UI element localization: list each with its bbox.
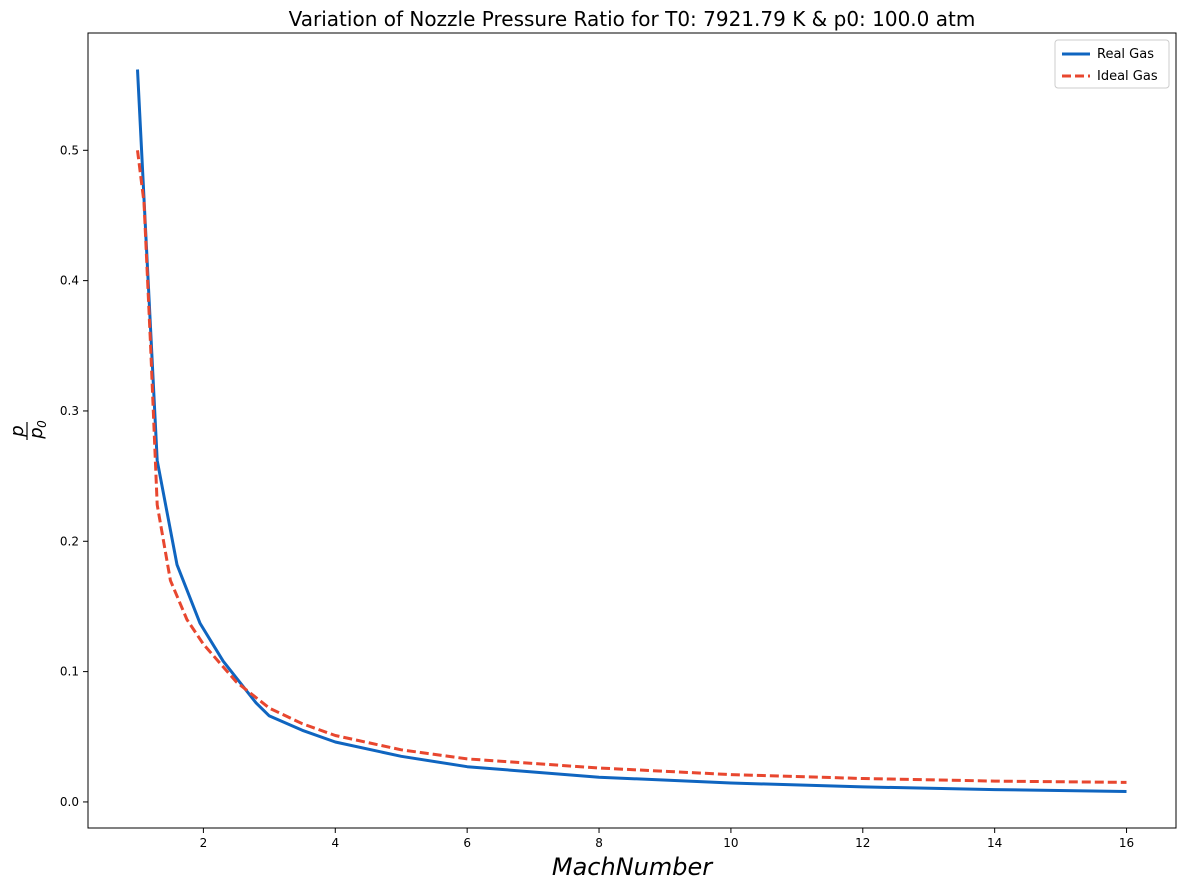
x-tick-label: 8	[595, 836, 603, 850]
y-axis-label-numerator: p	[7, 425, 28, 437]
series-line-ideal-gas	[136, 150, 1127, 784]
chart-title: Variation of Nozzle Pressure Ratio for T…	[289, 7, 976, 31]
y-tick-label: 0.4	[60, 274, 79, 288]
y-tick-label: 0.3	[60, 404, 79, 418]
x-axis-label: MachNumber	[552, 853, 714, 881]
legend-label-ideal-gas: Ideal Gas	[1097, 69, 1158, 84]
y-axis-label: p p 0	[7, 420, 49, 440]
x-tick-label: 16	[1119, 836, 1134, 850]
x-tick-label: 2	[200, 836, 208, 850]
y-axis-label-denominator: p	[26, 427, 47, 439]
x-tick-label: 6	[463, 836, 471, 850]
x-tick-label: 12	[855, 836, 870, 850]
x-tick-label: 14	[987, 836, 1002, 850]
series-line-real-gas	[136, 69, 1127, 793]
y-tick-label: 0.2	[60, 534, 79, 548]
y-tick-label: 0.5	[60, 143, 79, 157]
x-tick-label: 10	[723, 836, 738, 850]
plot-frame	[87, 32, 1177, 829]
x-tick-label: 4	[331, 836, 339, 850]
legend: Real Gas Ideal Gas	[1054, 39, 1170, 89]
x-axis-ticks: 2 4 6 8 10 12 14 16	[200, 828, 1134, 850]
y-axis-label-subscript: 0	[35, 420, 49, 428]
legend-label-real-gas: Real Gas	[1097, 47, 1154, 62]
y-axis-ticks: 0.0 0.1 0.2 0.3 0.4 0.5	[60, 143, 88, 809]
series-layer	[136, 69, 1127, 793]
y-tick-label: 0.1	[60, 665, 79, 679]
y-tick-label: 0.0	[60, 795, 79, 809]
